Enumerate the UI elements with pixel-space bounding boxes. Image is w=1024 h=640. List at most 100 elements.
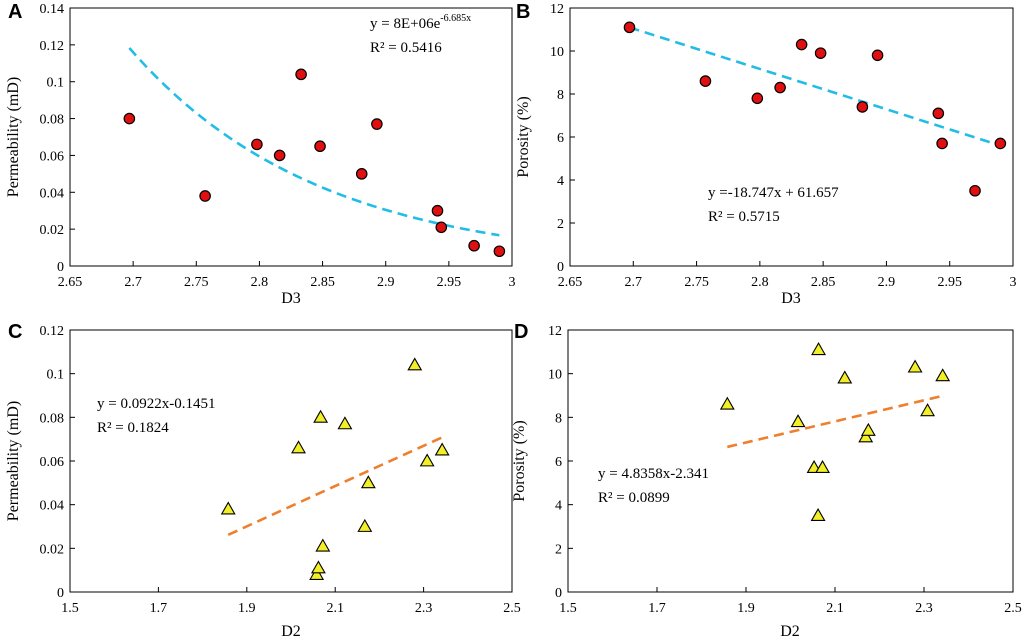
panel-c-y-tick-label: 0.12 bbox=[40, 324, 65, 339]
panel-a-x-ticks: 2.65 2.7 2.75 2.8 2.85 2.9 2.95 3 bbox=[58, 261, 516, 290]
panel-a-y-ticks: 0 0.02 0.04 0.06 0.08 0.1 0.12 0.14 bbox=[40, 2, 75, 275]
panel-d-x-ticks: 1.5 1.7 1.9 2.1 2.3 2.5 bbox=[559, 587, 1022, 616]
panel-a-data-point bbox=[251, 138, 263, 151]
panel-d-data-point bbox=[719, 396, 735, 410]
panel-a-trendline bbox=[128, 47, 500, 237]
panel-a-data-point bbox=[493, 245, 506, 258]
panel-a-x-tick-label: 3 bbox=[509, 275, 516, 290]
panel-c-y-ticks: 0 0.02 0.04 0.06 0.08 0.1 0.12 bbox=[40, 324, 75, 601]
panel-c-x-tick-label: 2.3 bbox=[415, 601, 433, 616]
panel-b-x-label: D3 bbox=[781, 290, 801, 307]
panel-a-x-tick-label: 2.95 bbox=[437, 275, 462, 290]
panel-a-x-tick-label: 2.9 bbox=[377, 275, 395, 290]
panel-c-y-tick-label: 0.04 bbox=[40, 499, 65, 514]
panel-d-data-point bbox=[837, 370, 853, 384]
panel-d-equation: y = 4.8358x-2.341 bbox=[598, 466, 709, 482]
panel-b: B 0 2 4 6 8 10 12 2.65 2.7 2.75 2.8 2.85 2.9 2.95 3 y… bbox=[515, 1, 1017, 307]
panel-c-points bbox=[220, 357, 450, 580]
panel-c-x-tick-label: 1.9 bbox=[238, 601, 256, 616]
panel-d-x-tick-label: 1.5 bbox=[559, 601, 577, 616]
panel-a-data-point bbox=[468, 239, 480, 252]
panel-c-data-point bbox=[310, 560, 326, 574]
panel-a-y-tick-label: 0.1 bbox=[47, 76, 65, 91]
panel-b-data-point bbox=[814, 47, 827, 59]
panel-b-y-tick-label: 0 bbox=[557, 260, 564, 275]
panel-a-letter: A bbox=[8, 1, 22, 23]
panel-b-y-ticks: 0 2 4 6 8 10 12 bbox=[550, 2, 575, 275]
panel-d-data-point bbox=[907, 359, 923, 373]
panel-c-data-point bbox=[419, 453, 435, 467]
panel-c-x-tick-label: 2.1 bbox=[326, 601, 344, 616]
panel-b-r2: R² = 0.5715 bbox=[708, 209, 780, 225]
panel-a-x-tick-label: 2.85 bbox=[310, 275, 335, 290]
panel-b-data-point bbox=[871, 49, 884, 62]
panel-d-r2: R² = 0.0899 bbox=[598, 490, 670, 506]
panel-b-y-tick-label: 4 bbox=[557, 174, 564, 189]
panel-b-data-point bbox=[751, 92, 764, 105]
panel-d: D 0 2 4 6 8 10 12 1.5 1.7 1.9 2.1 2.3 2.5 y = 4.835… bbox=[511, 321, 1022, 640]
panel-b-y-tick-label: 6 bbox=[557, 131, 564, 146]
panel-b-y-tick-label: 8 bbox=[557, 88, 564, 103]
panel-d-x-tick-label: 1.9 bbox=[737, 601, 755, 616]
panel-d-points bbox=[719, 342, 951, 522]
panel-d-x-tick-label: 2.3 bbox=[915, 601, 933, 616]
panel-a-data-point bbox=[371, 118, 383, 130]
panel-b-data-point bbox=[623, 21, 636, 34]
panel-a-data-point bbox=[199, 190, 211, 202]
panel-a-data-point bbox=[435, 221, 448, 234]
panel-a-points bbox=[123, 68, 506, 258]
panel-c-data-point bbox=[309, 566, 325, 580]
panel-c-data-point bbox=[360, 475, 376, 489]
panel-b-x-ticks: 2.65 2.7 2.75 2.8 2.85 2.9 2.95 3 bbox=[558, 261, 1017, 290]
panel-b-plot-area bbox=[569, 7, 1014, 267]
panel-b-x-tick-label: 3 bbox=[1010, 275, 1017, 290]
panel-a-y-tick-label: 0.08 bbox=[40, 113, 65, 128]
panel-d-data-point bbox=[790, 414, 806, 428]
panel-c-y-label: Permeability (mD) bbox=[5, 401, 22, 521]
panel-a-r2: R² = 0.5416 bbox=[370, 40, 442, 56]
panel-c-x-tick-label: 1.7 bbox=[150, 601, 168, 616]
panel-d-y-tick-label: 8 bbox=[555, 411, 562, 426]
panel-c-equation: y = 0.0922x-0.1451 bbox=[97, 396, 215, 412]
panel-b-y-tick-label: 2 bbox=[557, 217, 564, 232]
panel-b-x-tick-label: 2.85 bbox=[811, 275, 836, 290]
panel-b-equation: y =-18.747x + 61.657 bbox=[708, 185, 839, 201]
panel-a-x-tick-label: 2.65 bbox=[58, 275, 83, 290]
panel-b-y-tick-label: 12 bbox=[550, 2, 564, 17]
panel-c-data-point bbox=[291, 440, 306, 454]
panel-c-data-point bbox=[313, 409, 329, 423]
panel-d-y-tick-label: 12 bbox=[548, 324, 562, 339]
panel-b-x-tick-label: 2.75 bbox=[684, 275, 709, 290]
panel-c: C 0 0.02 0.04 0.06 0.08 0.1 0.12 1.5 1.7 1.9 2.1 2… bbox=[5, 321, 521, 640]
panel-b-x-tick-label: 2.65 bbox=[558, 275, 583, 290]
panel-b-data-point bbox=[932, 107, 945, 120]
panel-a-y-tick-label: 0.04 bbox=[40, 186, 65, 201]
panel-a-y-tick-label: 0.12 bbox=[40, 39, 65, 54]
panel-d-y-tick-label: 6 bbox=[555, 455, 562, 470]
panel-b-data-point bbox=[774, 81, 786, 94]
panel-d-data-point bbox=[935, 368, 951, 382]
panel-d-data-point bbox=[858, 429, 874, 443]
panel-d-x-label: D2 bbox=[780, 623, 800, 640]
panel-c-data-point bbox=[337, 416, 353, 430]
panel-c-y-tick-label: 0.1 bbox=[47, 368, 65, 383]
panel-d-data-point bbox=[860, 422, 876, 436]
panel-a-y-tick-label: 0.06 bbox=[40, 149, 65, 164]
panel-c-plot-area bbox=[69, 329, 513, 593]
panel-c-x-tick-label: 1.5 bbox=[61, 601, 79, 616]
panel-b-y-tick-label: 10 bbox=[550, 45, 564, 60]
panel-d-letter: D bbox=[514, 321, 528, 343]
panel-a-data-point bbox=[314, 140, 326, 153]
panel-a-equation: y = 8E+06e-6.685x bbox=[370, 13, 471, 32]
panel-b-letter: B bbox=[516, 1, 530, 23]
panel-a-x-tick-label: 2.75 bbox=[184, 275, 209, 290]
panel-c-x-tick-label: 2.5 bbox=[503, 601, 521, 616]
panel-d-data-point bbox=[810, 507, 826, 522]
panel-b-x-tick-label: 2.7 bbox=[625, 275, 643, 290]
panel-d-x-tick-label: 2.1 bbox=[826, 601, 844, 616]
panel-d-y-tick-label: 4 bbox=[555, 499, 562, 514]
panel-a-data-point bbox=[273, 149, 286, 162]
panel-c-data-point bbox=[220, 501, 236, 515]
panel-a-y-label: Permeability (mD) bbox=[5, 77, 22, 197]
